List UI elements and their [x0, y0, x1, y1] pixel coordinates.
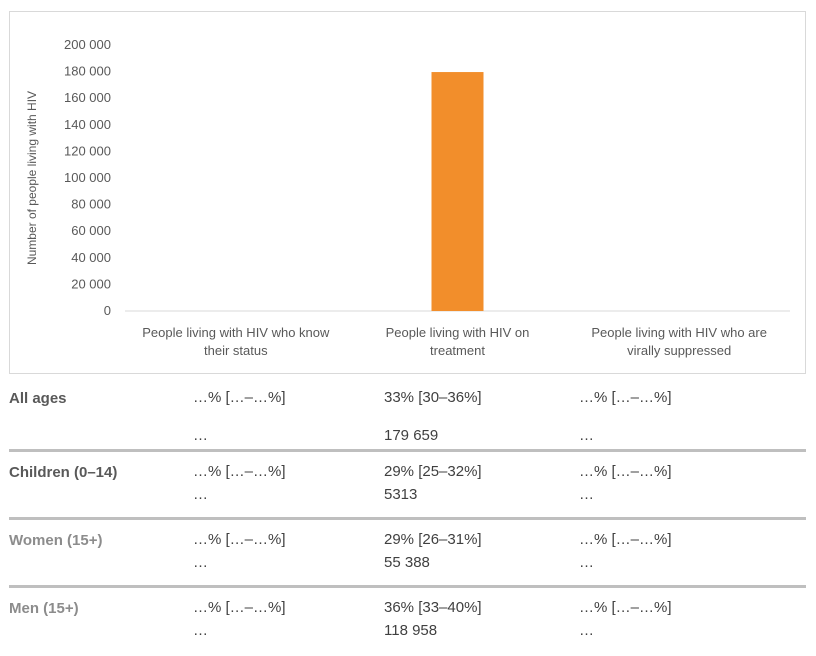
- chart-container: 0 20 000 40 000 60 000 80 000 100 000 120 000 1…: [9, 11, 806, 374]
- know-status-pct: …% […–…%]: [193, 599, 286, 616]
- suppressed-num: …: [579, 427, 594, 444]
- suppressed-num: …: [579, 554, 594, 571]
- on-treatment-num: 179 659: [384, 427, 439, 444]
- suppressed-num: …: [579, 486, 594, 503]
- on-treatment-pct: 33% [30–36%]: [384, 389, 482, 406]
- row-label-children: Children (0–14): [9, 464, 118, 481]
- y-tick-label: 200 000: [64, 37, 111, 52]
- row-label-men: Men (15+): [9, 600, 79, 617]
- x-category-label: virally suppressed: [627, 343, 731, 358]
- table-row: Women (15+) …% […–…%] … 29% [26–31%] 55 …: [9, 522, 806, 588]
- x-category-label: People living with HIV on: [386, 325, 530, 340]
- know-status-pct: …% […–…%]: [193, 531, 286, 548]
- y-tick-label: 160 000: [64, 90, 111, 105]
- row-divider: [9, 585, 806, 588]
- y-tick-label: 40 000: [71, 250, 111, 265]
- table-row: All ages …% […–…%] … 33% [30–36%] 179 65…: [9, 380, 806, 446]
- bar-chart: 0 20 000 40 000 60 000 80 000 100 000 120 000 1…: [25, 37, 790, 358]
- suppressed-pct: …% […–…%]: [579, 389, 672, 406]
- x-category-label: People living with HIV who are: [591, 325, 767, 340]
- on-treatment-pct: 36% [33–40%]: [384, 599, 482, 616]
- on-treatment-pct: 29% [26–31%]: [384, 531, 482, 548]
- x-category-label: their status: [204, 343, 268, 358]
- y-axis-title: Number of people living with HIV: [25, 91, 39, 265]
- x-category-label: treatment: [430, 343, 485, 358]
- row-divider: [9, 449, 806, 452]
- row-divider: [9, 517, 806, 520]
- x-category-label: People living with HIV who know: [142, 325, 330, 340]
- suppressed-num: …: [579, 622, 594, 639]
- y-tick-label: 140 000: [64, 117, 111, 132]
- on-treatment-num: 55 388: [384, 554, 430, 571]
- on-treatment-num: 5313: [384, 486, 418, 503]
- y-tick-label: 120 000: [64, 143, 111, 158]
- y-tick-label: 100 000: [64, 170, 111, 185]
- on-treatment-num: 118 958: [384, 622, 438, 639]
- row-label-women: Women (15+): [9, 532, 103, 549]
- know-status-num: …: [193, 554, 208, 571]
- suppressed-pct: …% […–…%]: [579, 531, 672, 548]
- know-status-num: …: [193, 486, 208, 503]
- table-row: Men (15+) …% […–…%] … 36% [33–40%] 118 9…: [9, 590, 806, 656]
- know-status-pct: …% […–…%]: [193, 463, 286, 480]
- y-tick-label: 60 000: [71, 223, 111, 238]
- y-tick-label: 0: [104, 303, 111, 318]
- y-tick-label: 20 000: [71, 276, 111, 291]
- on-treatment-pct: 29% [25–32%]: [384, 463, 482, 480]
- know-status-pct: …% […–…%]: [193, 389, 286, 406]
- suppressed-pct: …% […–…%]: [579, 463, 672, 480]
- know-status-num: …: [193, 622, 208, 639]
- table-row: Children (0–14) …% […–…%] … 29% [25–32%]…: [9, 454, 806, 520]
- row-label-all-ages: All ages: [9, 390, 67, 407]
- suppressed-pct: …% […–…%]: [579, 599, 672, 616]
- y-tick-label: 80 000: [71, 197, 111, 212]
- cascade-table: All ages …% […–…%] … 33% [30–36%] 179 65…: [9, 380, 806, 639]
- bar-on-treatment: [431, 72, 484, 311]
- know-status-num: …: [193, 427, 208, 444]
- y-tick-label: 180 000: [64, 64, 111, 79]
